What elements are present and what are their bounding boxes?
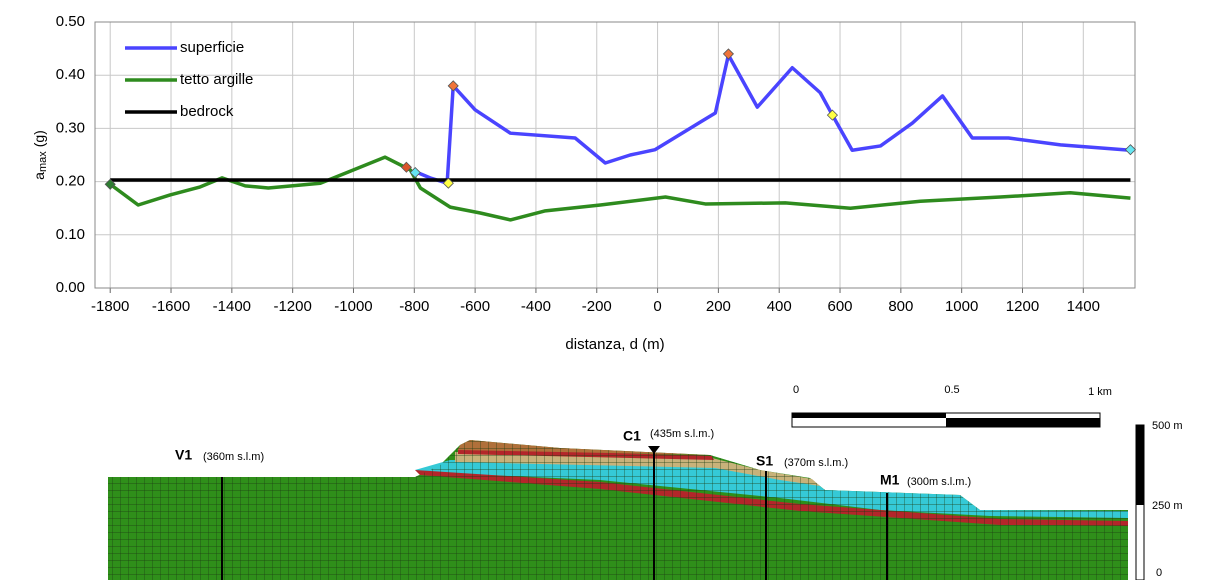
x-tick-label: 1000	[945, 298, 978, 315]
marker	[722, 48, 734, 60]
y-label-unit: (g)	[31, 130, 47, 147]
y-label-sub: max	[37, 151, 49, 172]
well-elevation: (435m s.l.m.)	[650, 428, 714, 440]
scale-label: 1 km	[1088, 386, 1112, 398]
x-tick-label: 1200	[1006, 298, 1039, 315]
well-elevation: (300m s.l.m.)	[907, 476, 971, 488]
mesh	[108, 440, 1128, 580]
scale-label: 0.5	[944, 384, 959, 396]
legend-label: superficie	[180, 39, 244, 56]
x-tick-label: 400	[767, 298, 792, 315]
scale-bar-segment	[792, 413, 946, 418]
plot-border	[94, 21, 1136, 289]
x-tick-label: -1200	[273, 298, 311, 315]
x-tick-label: -1000	[334, 298, 372, 315]
scale-bar-segment	[946, 418, 1100, 427]
well-elevation: (370m s.l.m.)	[784, 457, 848, 469]
y-tick-label: 0.00	[56, 279, 85, 296]
y-axis-label: amax (g)	[31, 130, 49, 180]
cross-section: V1 (360m s.l.m) C1 (435m s.l.m.) S1 (370…	[108, 384, 1183, 581]
scale-label: 0	[793, 384, 799, 396]
y-tick-label: 0.50	[56, 13, 85, 30]
legend-label: tetto argille	[180, 71, 253, 88]
y-tick-label: 0.20	[56, 173, 85, 190]
x-tick-label: -600	[460, 298, 490, 315]
chart: 0.00 0.10 0.20 0.30 0.40 0.50 -1800 -1600 -1400 -…	[56, 13, 1137, 315]
marker	[1124, 144, 1137, 156]
y-tick-label: 0.30	[56, 119, 85, 136]
plot-area	[94, 21, 1136, 289]
x-tick-label: -1800	[91, 298, 129, 315]
y-tick-label: 0.40	[56, 66, 85, 83]
series-line	[109, 155, 1131, 222]
y-label-base: a	[31, 172, 47, 180]
x-tick-label: 800	[888, 298, 913, 315]
y-tick-label: 0.10	[56, 226, 85, 243]
x-tick-label: 0	[653, 298, 661, 315]
x-tick-label: -1600	[152, 298, 190, 315]
legend-label: bedrock	[180, 103, 234, 120]
marker	[442, 177, 454, 189]
well-elevation: (360m s.l.m)	[203, 451, 264, 463]
marker	[400, 161, 412, 173]
vertical-scale-segment	[1136, 425, 1144, 505]
x-tick-label: 600	[828, 298, 853, 315]
marker	[447, 80, 459, 92]
well-name: M1	[880, 472, 900, 488]
borehole-head	[648, 446, 660, 454]
x-tick-label: -800	[399, 298, 429, 315]
well-name: S1	[756, 453, 773, 469]
x-tick-label: -200	[582, 298, 612, 315]
x-tick-label: -1400	[213, 298, 251, 315]
x-tick-label: 1400	[1067, 298, 1100, 315]
x-tick-label: -400	[521, 298, 551, 315]
well-name: V1	[175, 447, 192, 463]
x-tick-label: 200	[706, 298, 731, 315]
marker	[104, 178, 116, 190]
marker	[826, 109, 838, 121]
vertical-scale-label: 500 m	[1152, 420, 1183, 432]
x-axis-label: distanza, d (m)	[565, 336, 664, 353]
vertical-scale-label: 250 m	[1152, 500, 1183, 512]
well-name: C1	[623, 428, 641, 444]
vertical-scale-label: 0	[1156, 567, 1162, 579]
marker	[409, 166, 421, 179]
